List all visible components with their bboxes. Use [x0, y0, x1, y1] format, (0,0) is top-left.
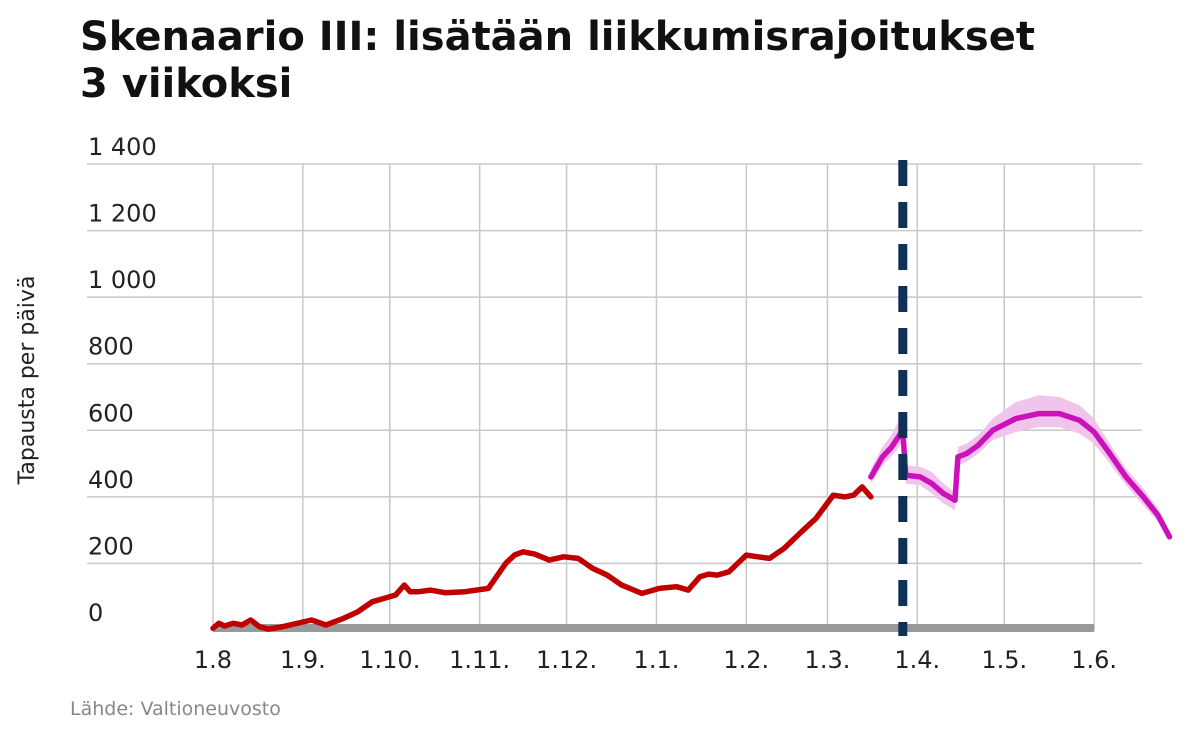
- forecast-series-line: [868, 410, 1173, 540]
- y-tick-label: 800: [88, 333, 134, 361]
- x-tick-label: 1.5.: [981, 646, 1027, 674]
- y-tick-label: 200: [88, 532, 134, 560]
- x-tick-label: 1.4.: [894, 646, 940, 674]
- x-tick-label: 1.2.: [723, 646, 769, 674]
- x-tick-label: 1.12.: [536, 646, 597, 674]
- y-tick-label: 600: [88, 399, 134, 427]
- x-tick-labels: 1.8 1.9. 1.10. 1.11. 1.12. 1.1. 1.2. 1.3. 1.4. 1.…: [194, 646, 1117, 674]
- x-tick-label: 1.8: [194, 646, 232, 674]
- grid-layer: [87, 163, 1142, 630]
- x-tick-label: 1.3.: [805, 646, 851, 674]
- x-tick-label: 1.1.: [634, 646, 680, 674]
- observed-series-line: [210, 484, 874, 632]
- x-tick-label: 1.11.: [449, 646, 510, 674]
- source-note: Lähde: Valtioneuvosto: [70, 698, 281, 720]
- chart-title: Skenaario III: lisätään liikkumisrajoitu…: [80, 14, 1160, 108]
- y-tick-label: 400: [88, 466, 134, 494]
- y-axis-label: Tapausta per päivä: [15, 276, 40, 486]
- x-tick-label: 1.10.: [359, 646, 420, 674]
- y-tick-labels: 0 200 400 600 800 1 000 1 200 1 400: [88, 133, 157, 627]
- y-tick-label: 1 400: [88, 133, 157, 161]
- x-tick-label: 1.9.: [280, 646, 326, 674]
- series-layer: [210, 410, 1173, 632]
- y-tick-label: 1 200: [88, 200, 157, 228]
- chart-title-line-1: Skenaario III: lisätään liikkumisrajoitu…: [80, 14, 1035, 60]
- chart-title-line-2: 3 viikoksi: [80, 61, 293, 107]
- y-tick-label: 1 000: [88, 266, 157, 294]
- y-tick-label: 0: [88, 599, 103, 627]
- x-tick-label: 1.6.: [1071, 646, 1117, 674]
